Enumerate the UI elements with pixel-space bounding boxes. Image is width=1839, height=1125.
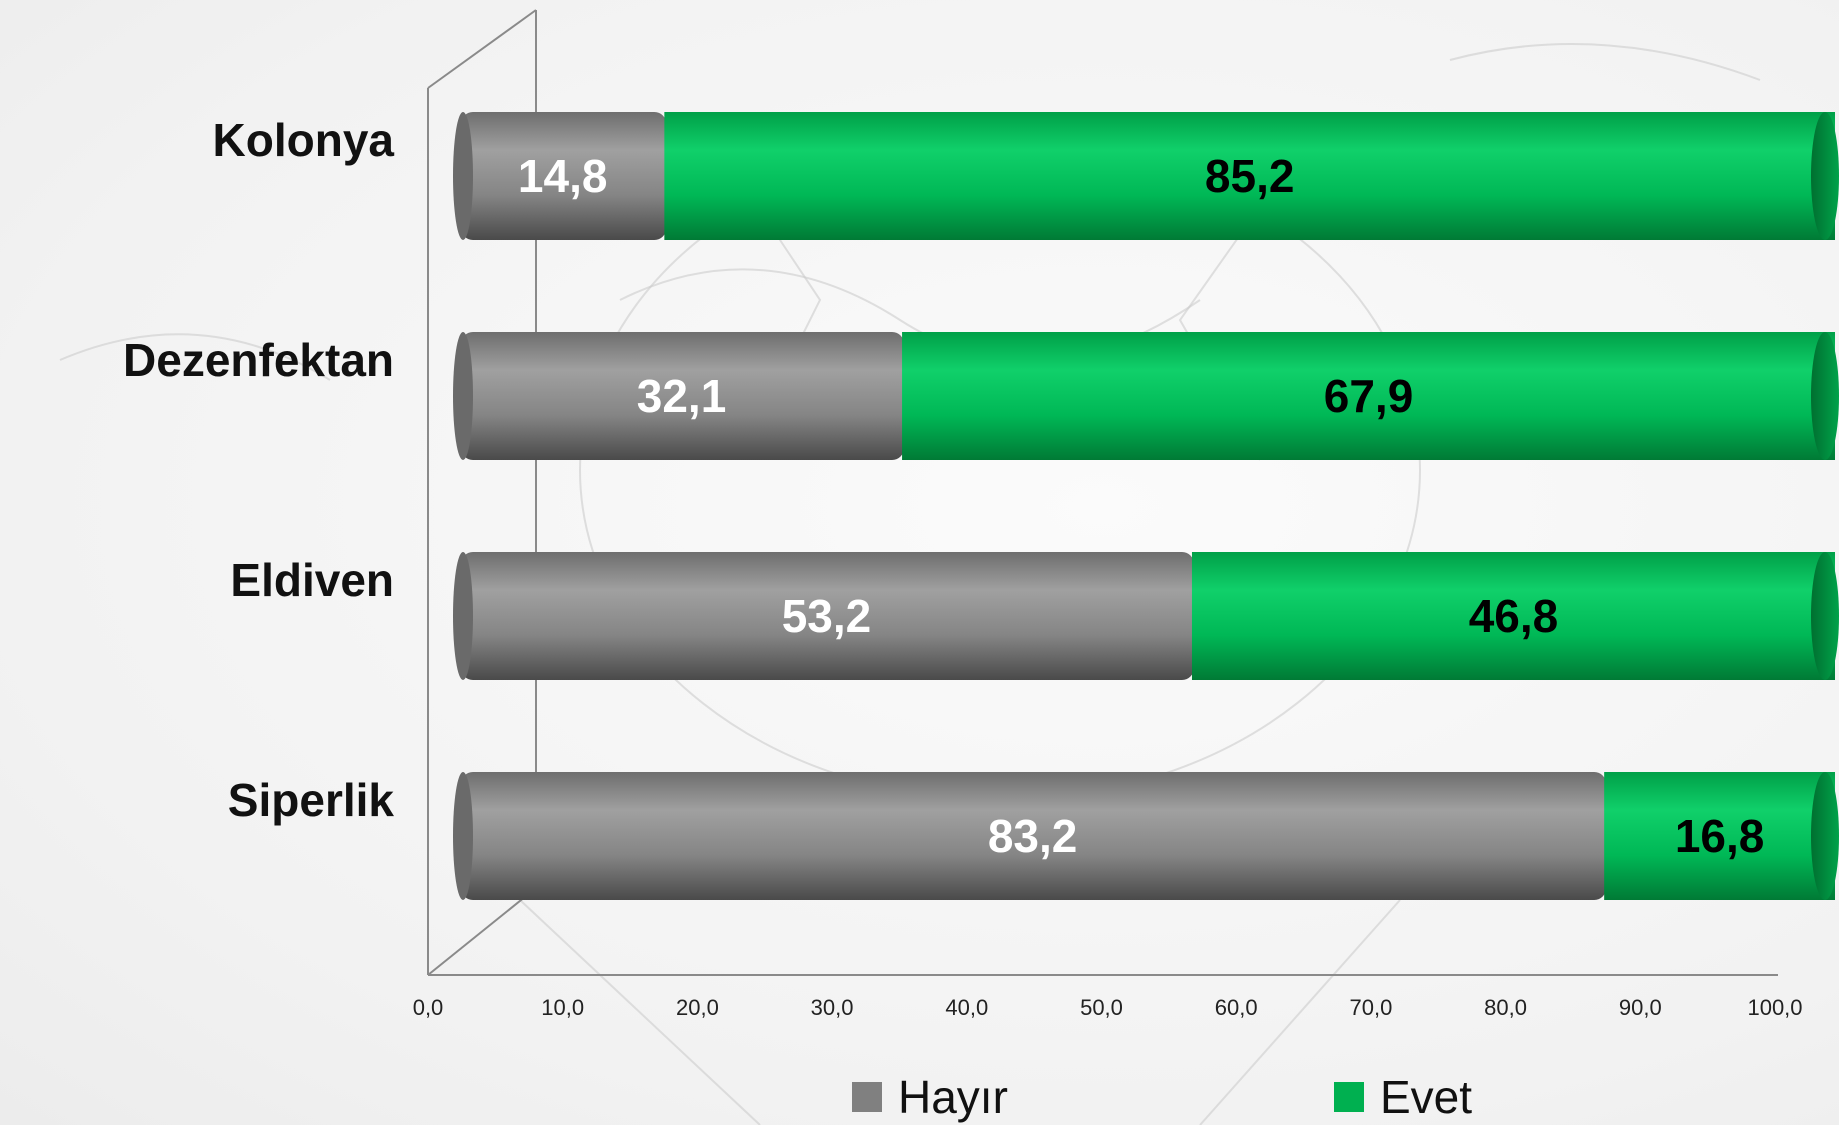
- legend: Hayır Evet: [852, 1071, 1472, 1123]
- x-tick-label: 20,0: [676, 995, 719, 1020]
- x-tick-label: 100,0: [1747, 995, 1802, 1020]
- data-label-evet-eldiven: 46,8: [1469, 590, 1559, 642]
- bar-evet-kolonya: [664, 112, 1835, 240]
- bar-end-cap-kolonya: [1811, 112, 1839, 240]
- data-label-hayr-dezenfektan: 32,1: [637, 370, 727, 422]
- bar-evet-eldiven: [1191, 552, 1835, 680]
- x-tick-label: 70,0: [1349, 995, 1392, 1020]
- data-label-hayr-kolonya: 14,8: [518, 150, 608, 202]
- bar-end-cap-eldiven: [1811, 552, 1839, 680]
- legend-swatch-evet: [1334, 1082, 1364, 1112]
- x-tick-label: 90,0: [1619, 995, 1662, 1020]
- bar-hayr-kolonya: [461, 112, 667, 240]
- bar-evet-dezenfektan: [902, 332, 1835, 460]
- x-tick-label: 0,0: [413, 995, 444, 1020]
- x-tick-label: 40,0: [945, 995, 988, 1020]
- x-tick-label: 30,0: [811, 995, 854, 1020]
- category-label-eldiven: Eldiven: [230, 554, 394, 606]
- data-label-evet-dezenfektan: 67,9: [1324, 370, 1414, 422]
- bar-left-cap-kolonya: [453, 112, 473, 240]
- category-labels: Kolonya Dezenfektan Eldiven Siperlik: [123, 114, 394, 826]
- category-label-kolonya: Kolonya: [213, 114, 395, 166]
- data-label-evet-siperlik: 16,8: [1675, 810, 1765, 862]
- legend-label-hayr: Hayır: [898, 1071, 1008, 1123]
- x-axis-tick-labels: 0,0 10,0 20,0 30,0 40,0 50,0 60,0 70,0 80,0 90,0 1…: [413, 995, 1803, 1020]
- bar-hayr-dezenfektan: [461, 332, 905, 460]
- data-label-hayr-siperlik: 83,2: [988, 810, 1078, 862]
- x-tick-label: 60,0: [1215, 995, 1258, 1020]
- legend-swatch-hayr: [852, 1082, 882, 1112]
- bars: 14,8 85,2 32,1 67,9 53,2 46,8 83,2 16,8: [453, 112, 1839, 900]
- bar-left-cap-dezenfektan: [453, 332, 473, 460]
- x-tick-label: 80,0: [1484, 995, 1527, 1020]
- data-label-hayr-eldiven: 53,2: [782, 590, 872, 642]
- x-tick-label: 10,0: [541, 995, 584, 1020]
- data-label-evet-kolonya: 85,2: [1205, 150, 1295, 202]
- bar-left-cap-eldiven: [453, 552, 473, 680]
- bar-end-cap-siperlik: [1811, 772, 1839, 900]
- x-tick-label: 50,0: [1080, 995, 1123, 1020]
- y-axis-bottom-depth: [427, 887, 537, 976]
- y-axis-top-depth: [427, 9, 537, 89]
- bar-end-cap-dezenfektan: [1811, 332, 1839, 460]
- bar-hayr-siperlik: [461, 772, 1607, 900]
- category-label-dezenfektan: Dezenfektan: [123, 334, 394, 386]
- bar-evet-siperlik: [1604, 772, 1835, 900]
- legend-label-evet: Evet: [1380, 1071, 1472, 1123]
- category-label-siperlik: Siperlik: [228, 774, 395, 826]
- bar-hayr-eldiven: [461, 552, 1194, 680]
- bar-left-cap-siperlik: [453, 772, 473, 900]
